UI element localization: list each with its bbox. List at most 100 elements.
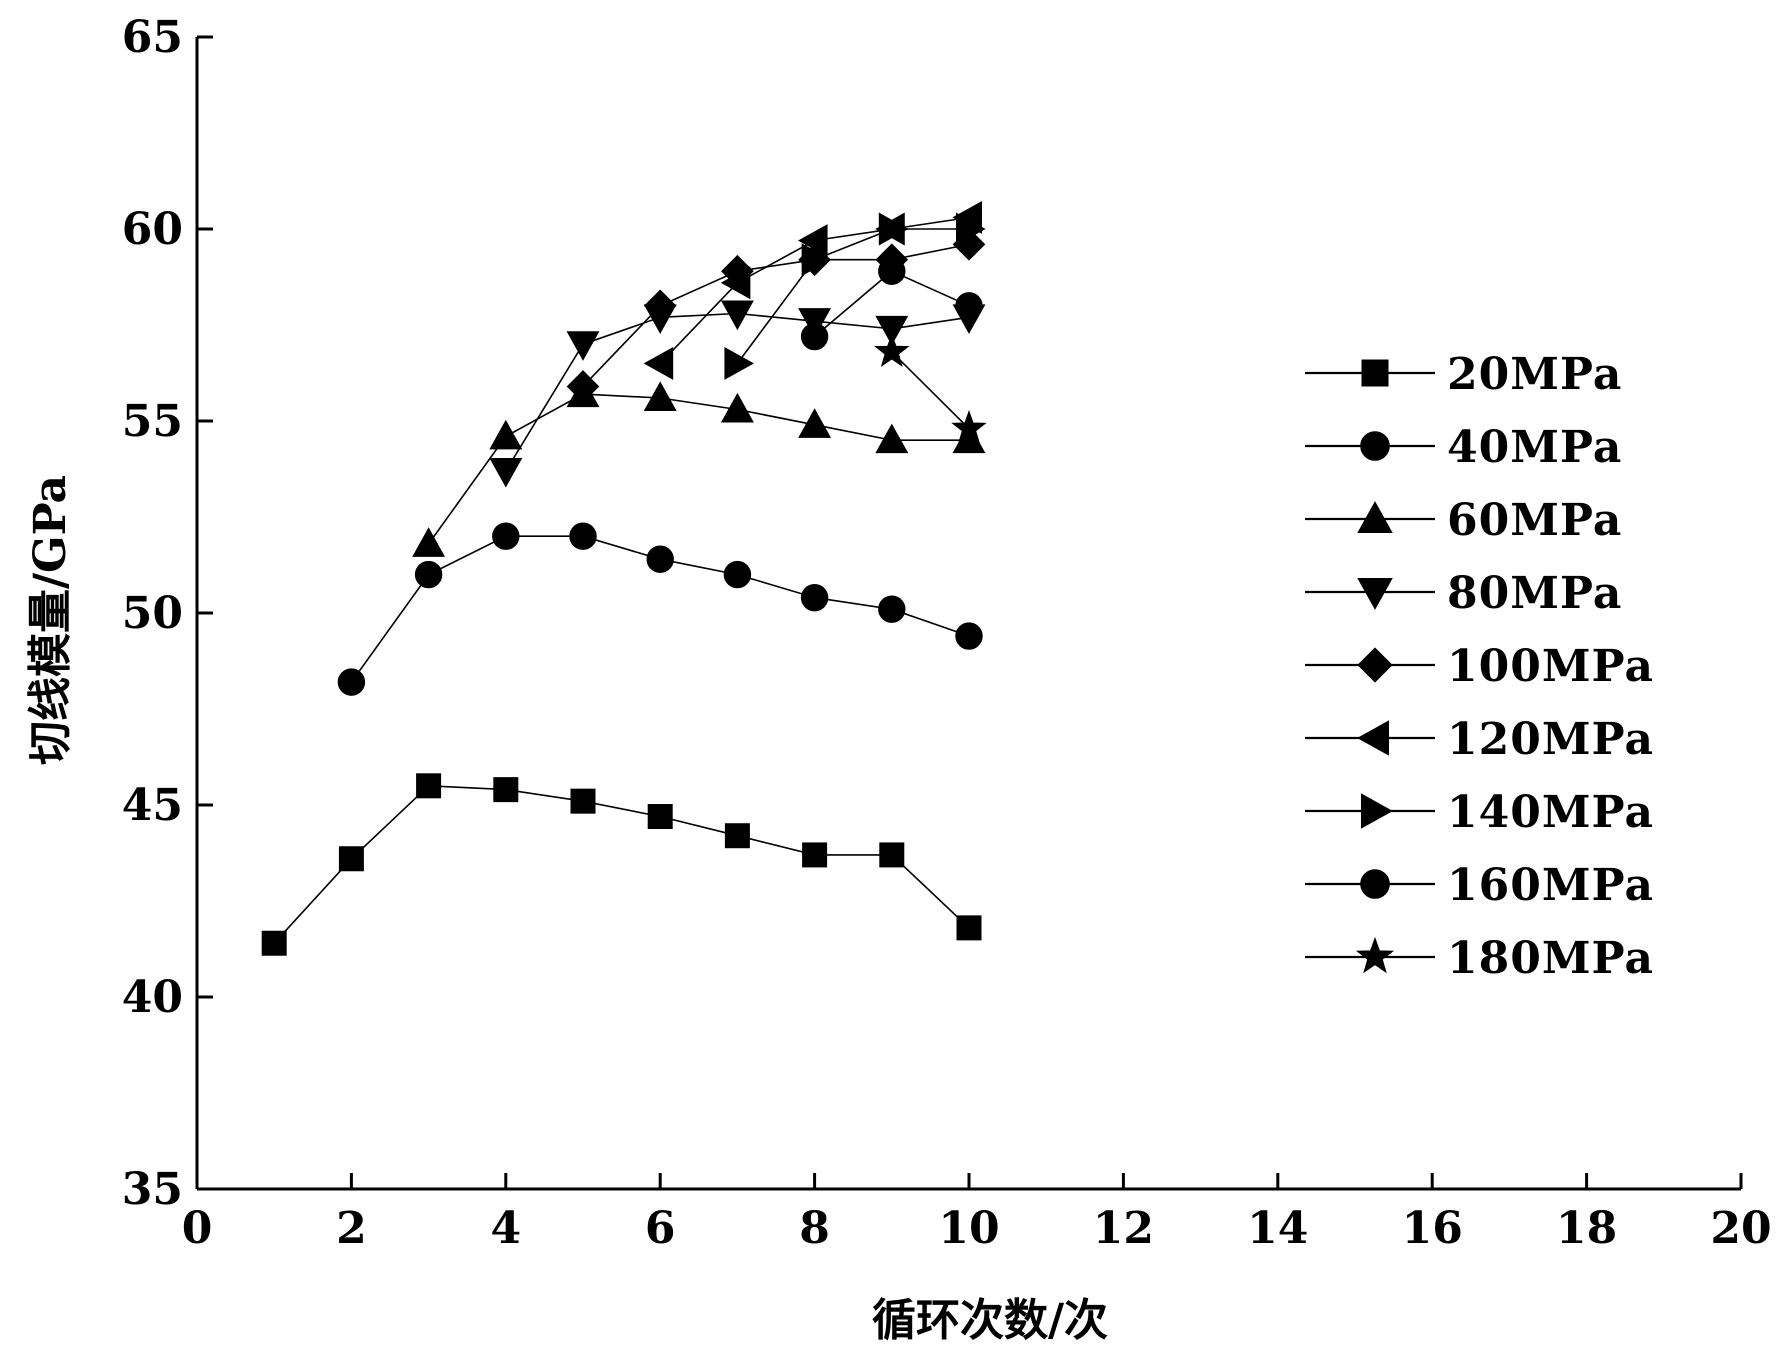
y-tick-label: 35 bbox=[122, 1164, 183, 1215]
data-point bbox=[720, 266, 751, 300]
y-tick-label: 65 bbox=[122, 12, 183, 63]
x-axis-title: 循环次数/次 bbox=[872, 1295, 1108, 1346]
legend-label: 180MPa bbox=[1447, 933, 1654, 984]
data-point bbox=[800, 583, 829, 612]
data-point bbox=[720, 300, 754, 331]
y-tick-label: 60 bbox=[122, 204, 183, 255]
x-tick-label: 6 bbox=[645, 1203, 676, 1254]
legend-marker bbox=[1361, 359, 1389, 387]
legend-label: 60MPa bbox=[1447, 495, 1622, 546]
data-point bbox=[956, 915, 982, 941]
series-line bbox=[582, 243, 970, 387]
legend-item: 100MPa bbox=[1305, 641, 1654, 692]
data-point bbox=[720, 392, 754, 423]
data-point bbox=[723, 560, 752, 589]
data-point bbox=[489, 457, 523, 488]
legend-marker bbox=[1360, 869, 1390, 899]
series-line bbox=[891, 351, 970, 430]
series-layer bbox=[261, 201, 987, 956]
legend-item: 20MPa bbox=[1305, 349, 1622, 400]
data-point bbox=[261, 930, 287, 956]
series-line bbox=[427, 393, 969, 545]
y-axis-title: 切线模量/GPa bbox=[25, 475, 76, 765]
data-point bbox=[802, 842, 828, 868]
legend-label: 120MPa bbox=[1447, 714, 1654, 765]
legend-label: 140MPa bbox=[1447, 787, 1654, 838]
data-point bbox=[643, 289, 677, 323]
data-point bbox=[643, 346, 674, 380]
data-point bbox=[643, 381, 677, 411]
data-point bbox=[955, 292, 983, 320]
x-tick-label: 2 bbox=[336, 1203, 367, 1254]
data-point bbox=[647, 804, 673, 830]
x-tick-label: 0 bbox=[182, 1203, 213, 1254]
legend-marker bbox=[1360, 431, 1390, 461]
legend-label: 80MPa bbox=[1447, 568, 1622, 619]
legend-label: 40MPa bbox=[1447, 422, 1622, 473]
data-point bbox=[878, 257, 906, 285]
x-tick-label: 10 bbox=[938, 1203, 999, 1254]
data-point bbox=[875, 423, 909, 454]
data-point bbox=[875, 315, 909, 346]
data-point bbox=[798, 308, 832, 338]
y-tick-label: 45 bbox=[122, 780, 183, 831]
data-point bbox=[800, 322, 829, 351]
data-point bbox=[724, 823, 750, 849]
legend-label: 20MPa bbox=[1447, 349, 1622, 400]
data-point bbox=[646, 545, 674, 573]
x-tick-label: 14 bbox=[1247, 1203, 1308, 1254]
x-tick-label: 20 bbox=[1710, 1203, 1771, 1254]
data-point bbox=[337, 668, 366, 696]
series-line bbox=[273, 784, 970, 944]
legend-item: 120MPa bbox=[1305, 714, 1654, 765]
legend-marker bbox=[1357, 647, 1393, 683]
data-point bbox=[951, 410, 987, 444]
data-point bbox=[493, 777, 519, 803]
data-point bbox=[492, 522, 520, 550]
data-point bbox=[955, 622, 983, 650]
legend-marker bbox=[1357, 577, 1393, 610]
y-tick-label: 50 bbox=[122, 588, 183, 639]
data-point bbox=[566, 370, 600, 403]
x-tick-label: 4 bbox=[490, 1203, 521, 1254]
data-point bbox=[797, 224, 828, 257]
series-60MPa bbox=[412, 377, 986, 557]
legend-item: 80MPa bbox=[1305, 568, 1622, 619]
data-point bbox=[879, 842, 905, 868]
data-point bbox=[874, 333, 910, 367]
legend-item: 140MPa bbox=[1305, 787, 1654, 838]
y-tick-label: 55 bbox=[122, 396, 183, 447]
series-140MPa bbox=[724, 212, 986, 380]
x-tick-label: 8 bbox=[799, 1203, 830, 1254]
data-point bbox=[798, 408, 832, 438]
data-point bbox=[338, 846, 364, 872]
axes: 0 2 4 6 8 10 12 14 16 18 20 35 40 45 50 55 60 65 bbox=[122, 12, 1772, 1254]
data-point bbox=[416, 773, 442, 799]
data-point bbox=[724, 346, 755, 380]
y-tick-label: 40 bbox=[122, 972, 183, 1023]
series-40MPa bbox=[337, 522, 983, 696]
legend-item: 180MPa bbox=[1305, 933, 1654, 984]
legend: 20MPa 40MPa 60MPa 80MPa 100MPa 120MPa 140MPa 16… bbox=[1305, 349, 1654, 984]
x-tick-label: 12 bbox=[1093, 1203, 1154, 1254]
series-20MPa bbox=[261, 773, 982, 956]
series-180MPa bbox=[874, 333, 987, 444]
data-point bbox=[489, 419, 523, 450]
data-point bbox=[414, 560, 443, 589]
legend-marker bbox=[1357, 501, 1393, 534]
legend-label: 160MPa bbox=[1447, 860, 1654, 911]
data-point bbox=[878, 595, 906, 623]
legend-label: 100MPa bbox=[1447, 641, 1654, 692]
data-point bbox=[956, 212, 986, 246]
x-tick-label: 16 bbox=[1402, 1203, 1463, 1254]
data-point bbox=[566, 331, 600, 361]
series-line bbox=[736, 228, 969, 364]
legend-marker bbox=[1360, 793, 1393, 829]
data-point bbox=[878, 212, 909, 246]
data-point bbox=[412, 527, 446, 557]
x-tick-label: 18 bbox=[1556, 1203, 1617, 1254]
series-160MPa bbox=[800, 257, 983, 351]
legend-marker bbox=[1357, 720, 1390, 756]
data-point bbox=[569, 522, 597, 550]
